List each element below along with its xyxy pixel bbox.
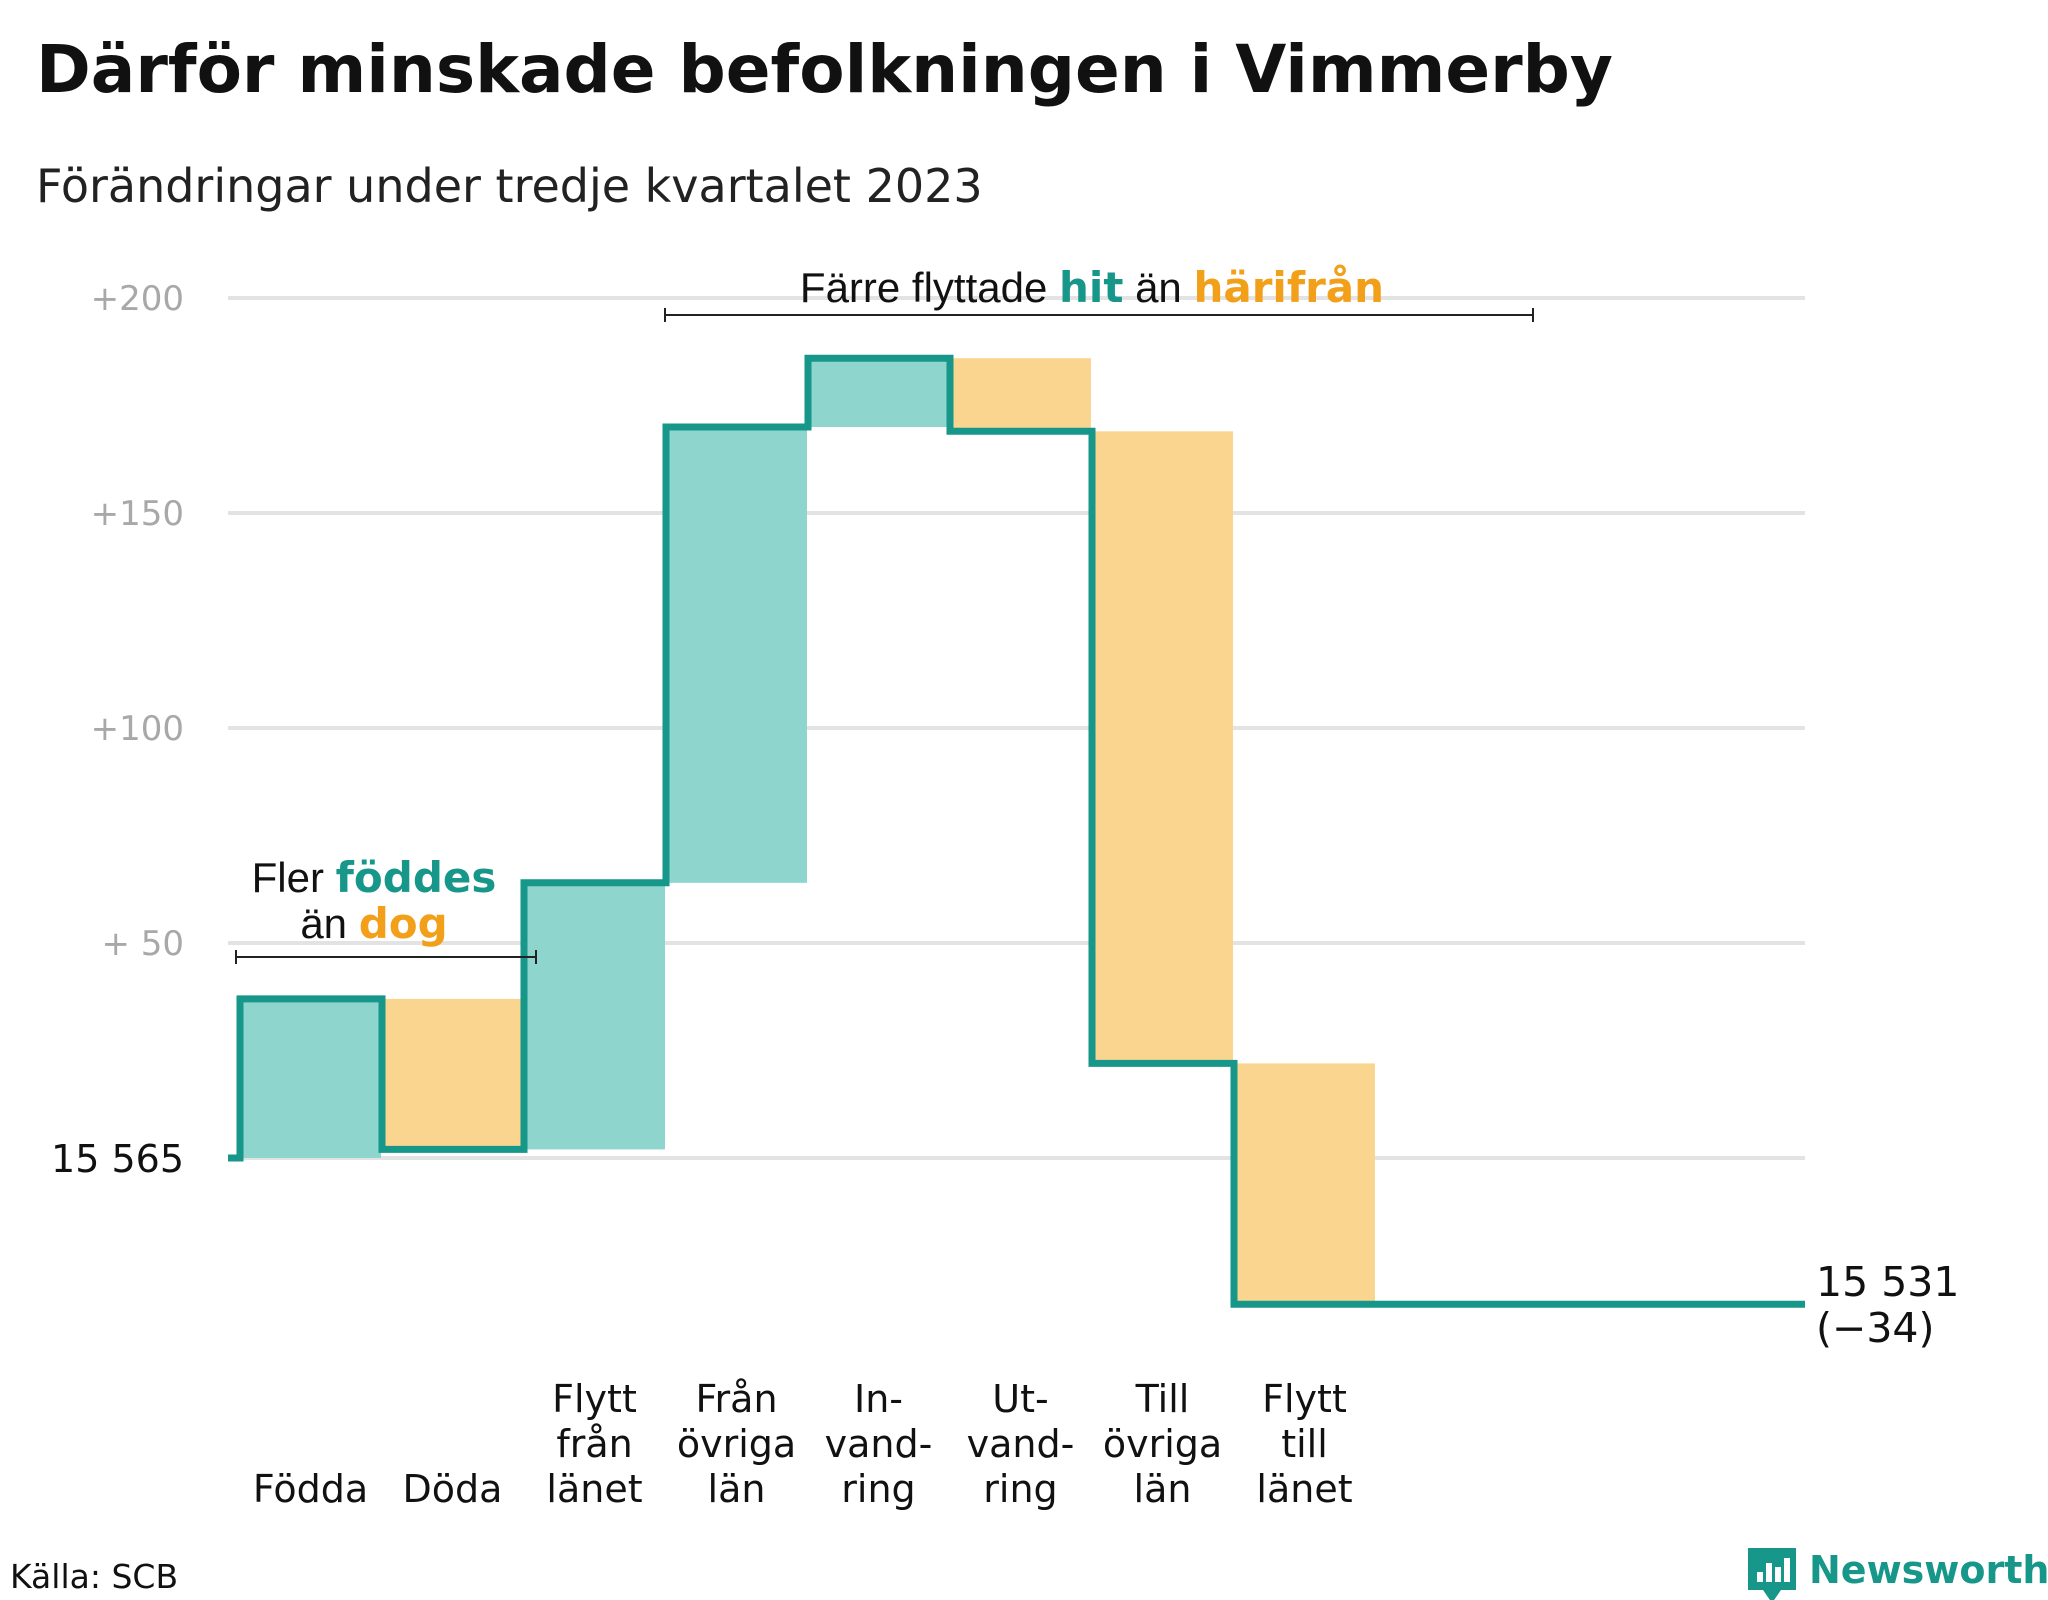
bar-till-övriga-län bbox=[1092, 431, 1233, 1064]
annotation-text: än dog bbox=[300, 899, 447, 948]
annotation-segment-teal: hit bbox=[1059, 263, 1123, 312]
bar-utvandring bbox=[950, 358, 1091, 432]
y-tick-label: +150 bbox=[91, 494, 184, 534]
step-line-path bbox=[228, 354, 1805, 1308]
annotation-bracket bbox=[235, 950, 537, 964]
category-label: Flytt bbox=[552, 1377, 637, 1421]
annotation-segment-plain: än bbox=[300, 900, 358, 947]
annotation-segment-orange: härifrån bbox=[1193, 263, 1384, 312]
annotation-segment-plain: än bbox=[1123, 264, 1193, 311]
bar-invandring bbox=[808, 358, 949, 427]
category-label: Döda bbox=[403, 1467, 503, 1511]
source-note: Källa: SCB bbox=[10, 1557, 178, 1596]
logo-icon bbox=[1748, 1548, 1796, 1600]
category-label: vand- bbox=[967, 1422, 1075, 1466]
step-line bbox=[228, 354, 1805, 1308]
y-tick-label: + 50 bbox=[101, 924, 184, 964]
chart-subtitle: Förändringar under tredje kvartalet 2023 bbox=[36, 159, 983, 213]
y-tick-label: +100 bbox=[91, 709, 184, 749]
category-label: In- bbox=[854, 1377, 903, 1421]
bar-flytt-till-länet bbox=[1234, 1063, 1375, 1305]
grid-lines bbox=[228, 296, 1805, 1160]
category-label: från bbox=[556, 1422, 632, 1466]
annotation-segment-teal: föddes bbox=[336, 853, 497, 902]
end-value-label: 15 531 bbox=[1816, 1258, 1959, 1306]
start-value-label: 15 565 bbox=[51, 1137, 184, 1181]
category-label: övriga bbox=[677, 1422, 796, 1466]
category-label: övriga bbox=[1103, 1422, 1222, 1466]
category-label: vand- bbox=[825, 1422, 933, 1466]
end-change-label: (−34) bbox=[1816, 1304, 1935, 1352]
category-label: Från bbox=[695, 1377, 777, 1421]
brand-name: Newsworthy bbox=[1809, 1548, 2048, 1592]
annotation-text: Fler föddes bbox=[252, 853, 497, 902]
newsworthy-logo: Newsworthy bbox=[1748, 1548, 2048, 1600]
bar-döda bbox=[382, 998, 523, 1150]
category-label: länet bbox=[1256, 1467, 1352, 1511]
category-label: länet bbox=[546, 1467, 642, 1511]
y-axis: +200 +150 +100 + 50 15 565 bbox=[51, 279, 184, 1181]
category-labels: Födda DödaFlyttfrånlänetFrånövrigalänIn-v… bbox=[253, 1377, 1353, 1511]
category-label: län bbox=[708, 1467, 766, 1511]
annotation-segment-orange: dog bbox=[359, 899, 448, 948]
bar-flytt-från-länet bbox=[524, 882, 665, 1150]
category-label: Till bbox=[1135, 1377, 1190, 1421]
category-label: län bbox=[1134, 1467, 1192, 1511]
annotation-bracket bbox=[664, 308, 1534, 322]
annotation-brackets bbox=[235, 308, 1534, 964]
bar-födda bbox=[240, 998, 381, 1158]
y-tick-label: +200 bbox=[91, 279, 184, 319]
category-label: Födda bbox=[253, 1467, 368, 1511]
chart-title: Därför minskade befolkningen i Vimmerby bbox=[36, 31, 1613, 108]
category-label: ring bbox=[983, 1467, 1057, 1511]
category-label: Ut- bbox=[992, 1377, 1048, 1421]
annotation-segment-plain: Fler bbox=[252, 854, 336, 901]
category-label: Flytt bbox=[1262, 1377, 1347, 1421]
category-label: ring bbox=[841, 1467, 915, 1511]
annotation-segment-plain: Färre flyttade bbox=[800, 264, 1059, 311]
category-label: till bbox=[1281, 1422, 1328, 1466]
bars bbox=[240, 358, 1375, 1305]
bar-från-övriga-län bbox=[666, 427, 807, 883]
annotation-text: Färre flyttade hit än härifrån bbox=[800, 263, 1384, 312]
end-labels: 15 531(−34) bbox=[1816, 1258, 1959, 1352]
